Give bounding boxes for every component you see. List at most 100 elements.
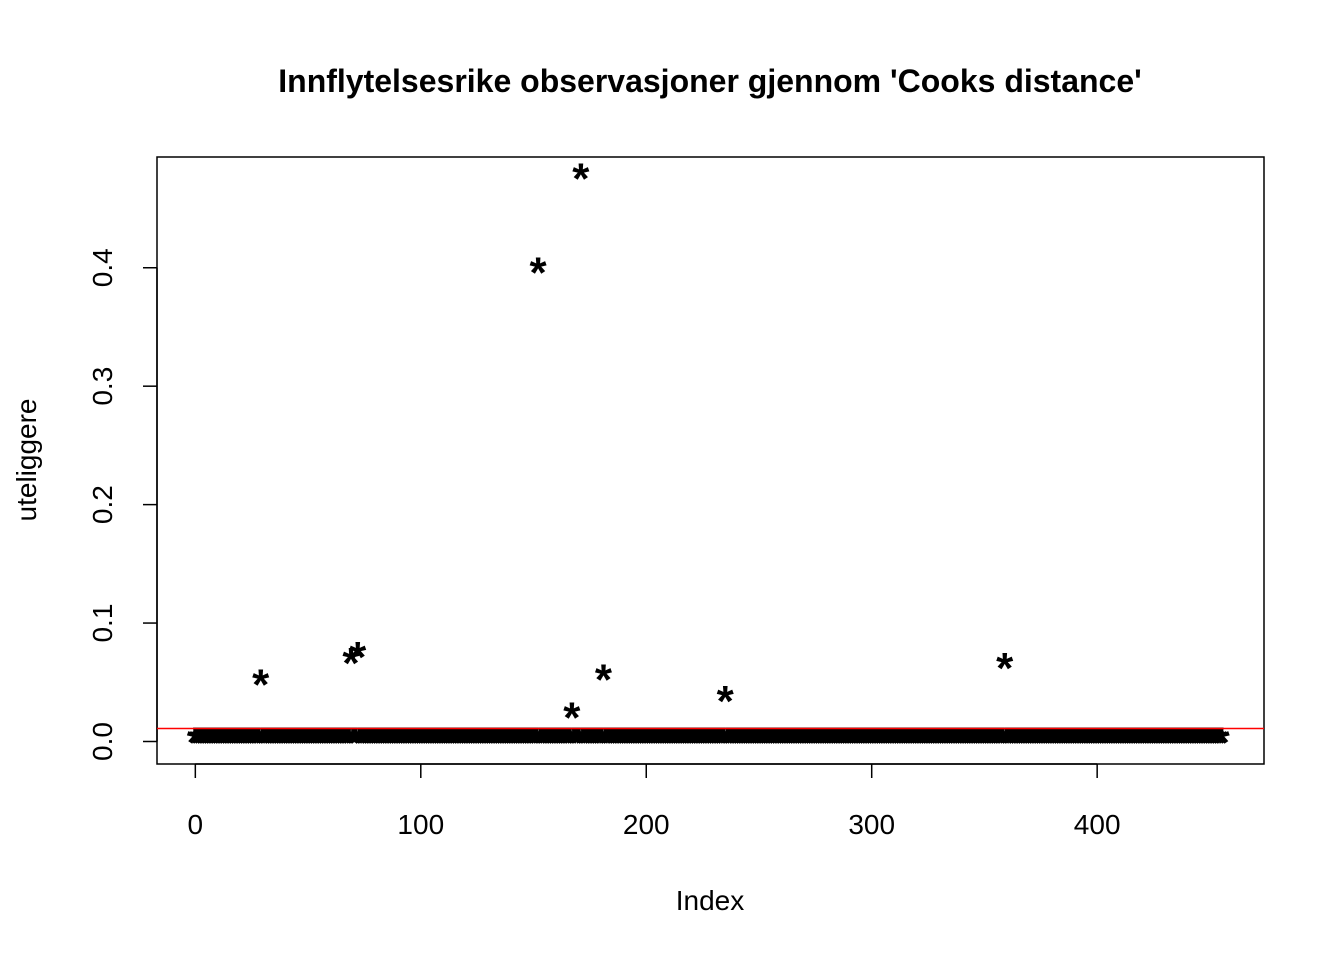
data-point: * — [836, 718, 854, 767]
data-point: * — [931, 718, 949, 767]
data-point: * — [399, 718, 417, 767]
data-point: * — [714, 718, 732, 767]
data-point: * — [435, 718, 453, 767]
data-point: * — [602, 718, 620, 767]
data-point: * — [1134, 718, 1152, 767]
data-point: * — [1183, 718, 1201, 767]
data-point: * — [748, 718, 766, 767]
x-tick-label: 100 — [397, 809, 444, 840]
data-point: * — [753, 718, 771, 767]
data-point: * — [363, 718, 381, 767]
data-point: * — [789, 718, 807, 767]
data-point: * — [920, 718, 938, 767]
data-point: * — [1152, 718, 1170, 767]
data-point: * — [1213, 718, 1231, 767]
data-point: * — [647, 718, 665, 767]
data-point: * — [547, 718, 565, 767]
data-point: * — [949, 718, 967, 767]
data-point: * — [451, 718, 469, 767]
y-axis-label: uteliggere — [11, 399, 42, 522]
data-point: * — [708, 718, 726, 767]
data-point: * — [290, 718, 308, 767]
data-point: * — [266, 718, 284, 767]
data-point: * — [446, 718, 464, 767]
data-point: * — [1073, 718, 1091, 767]
data-point: * — [502, 718, 520, 767]
data-point: * — [277, 718, 295, 767]
data-point: * — [958, 718, 976, 767]
data-point: * — [1010, 718, 1028, 767]
data-point: * — [901, 718, 919, 767]
data-point: * — [807, 718, 825, 767]
data-point: * — [874, 718, 892, 767]
y-tick-label: 0.1 — [87, 604, 118, 643]
data-point: * — [624, 718, 642, 767]
data-point: * — [1125, 718, 1143, 767]
data-point: * — [480, 718, 498, 767]
data-point: * — [288, 718, 306, 767]
data-point: * — [672, 718, 690, 767]
data-point: * — [394, 718, 412, 767]
data-point: * — [254, 718, 272, 767]
data-point: * — [318, 718, 336, 767]
data-point: * — [1095, 718, 1113, 767]
data-point: * — [805, 718, 823, 767]
data-point: * — [575, 718, 593, 767]
data-point: * — [1210, 718, 1228, 767]
data-point: * — [478, 718, 496, 767]
data-point: * — [405, 718, 423, 767]
data-point: * — [442, 718, 460, 767]
data-point: * — [838, 718, 856, 767]
data-point: * — [1077, 718, 1095, 767]
data-point: * — [859, 718, 877, 767]
data-point: * — [295, 718, 313, 767]
data-point: * — [1107, 718, 1125, 767]
data-point: * — [1064, 718, 1082, 767]
data-point: * — [385, 718, 403, 767]
data-point: * — [1188, 718, 1206, 767]
data-point: * — [1122, 718, 1140, 767]
data-point: * — [847, 718, 865, 767]
data-point: * — [843, 718, 861, 767]
data-point: * — [538, 718, 556, 767]
data-point: * — [509, 718, 527, 767]
data-point: * — [527, 718, 545, 767]
data-point: * — [520, 718, 538, 767]
data-point: * — [430, 718, 448, 767]
data-point: * — [286, 718, 304, 767]
data-point: * — [676, 718, 694, 767]
data-point: * — [216, 718, 234, 767]
data-point: * — [1161, 718, 1179, 767]
data-point: * — [1046, 718, 1064, 767]
data-point: * — [1039, 718, 1057, 767]
data-point: * — [629, 718, 647, 767]
data-point: * — [243, 718, 261, 767]
data-point: * — [523, 718, 541, 767]
data-point: * — [638, 718, 656, 767]
data-point: * — [978, 718, 996, 767]
data-points: ****************************************… — [187, 155, 1231, 768]
data-point: * — [320, 718, 338, 767]
data-point: * — [433, 718, 451, 767]
data-point: * — [584, 718, 602, 767]
data-point: * — [922, 718, 940, 767]
data-point: * — [196, 718, 214, 767]
data-point: * — [516, 718, 534, 767]
data-point: * — [324, 718, 342, 767]
data-point: * — [947, 718, 965, 767]
data-point: * — [870, 718, 888, 767]
data-point: * — [351, 718, 369, 767]
data-point: * — [744, 718, 762, 767]
data-point: * — [1177, 718, 1195, 767]
data-point: * — [281, 718, 299, 767]
data-point: * — [987, 718, 1005, 767]
data-point: * — [861, 718, 879, 767]
data-point: * — [644, 718, 662, 767]
x-tick-label: 200 — [623, 809, 670, 840]
data-point: * — [365, 718, 383, 767]
data-point: * — [257, 718, 275, 767]
x-tick-label: 300 — [848, 809, 895, 840]
data-point: * — [892, 718, 910, 767]
data-point: * — [471, 718, 489, 767]
data-point: * — [971, 718, 989, 767]
